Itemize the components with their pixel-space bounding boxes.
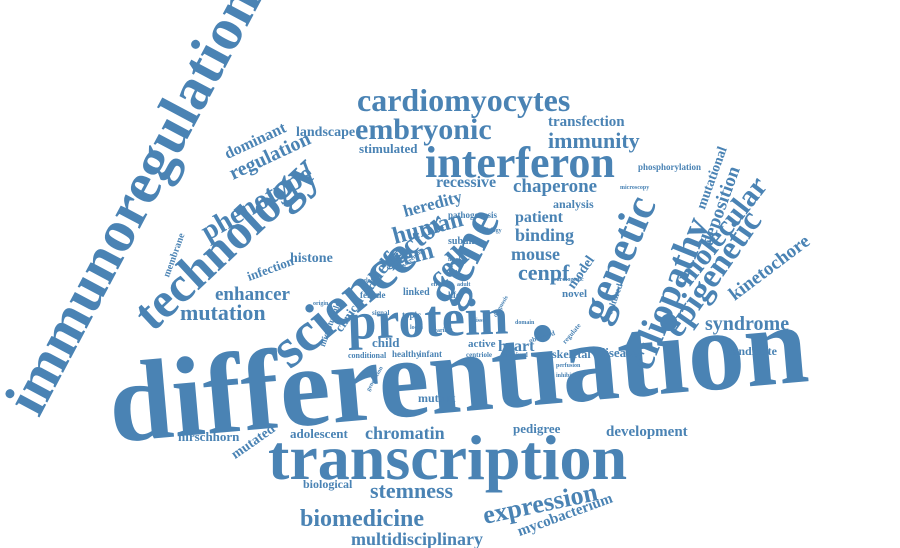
word-enhancer: enhancer: [215, 284, 290, 306]
word-effect: effect: [431, 282, 445, 289]
word-novel: novel: [562, 287, 588, 300]
word-linked: linked: [403, 286, 430, 298]
word-mutation: mutation: [180, 299, 266, 325]
word-chromatin: chromatin: [365, 423, 445, 444]
word-chaperone: chaperone: [513, 176, 598, 198]
word-candidate: candidate: [727, 344, 778, 359]
word-female: female: [360, 289, 386, 300]
word-cenpf: cenpf: [518, 259, 570, 285]
word-pedigree: pedigree: [513, 421, 561, 437]
word-child: child: [372, 335, 400, 351]
word-mouse: mouse: [511, 244, 560, 265]
word-centriole: centriole: [466, 351, 493, 360]
word-stemness: stemness: [370, 477, 454, 503]
word-biological: biological: [303, 477, 353, 492]
word-skeletal: skeletal: [552, 347, 591, 362]
word-tissue: tissue: [474, 318, 489, 325]
word-healthy: healthy: [392, 348, 421, 359]
word-domain: domain: [515, 320, 535, 327]
word-required: required: [502, 351, 528, 360]
word-pathogenesis: pathogenesis: [448, 209, 498, 220]
word-multidisciplinary: multidisciplinary: [351, 529, 484, 548]
word-adult: adult: [457, 282, 471, 289]
word-perfusion: perfusion: [556, 363, 581, 370]
word-cardiomyocytes: cardiomyocytes: [357, 81, 571, 118]
word-landscape: landscape: [296, 124, 356, 140]
word-stimulated: stimulated: [359, 141, 418, 157]
word-infant: infant: [419, 348, 443, 359]
word-microscopy: microscopy: [620, 185, 650, 192]
word-biomedicine: biomedicine: [300, 506, 424, 533]
word-embryonic: embryonic: [355, 113, 492, 147]
word-disease: disease: [598, 345, 637, 361]
word-biology: biology: [483, 228, 502, 235]
word-subunit: subunit: [448, 235, 481, 247]
word-active: active: [468, 337, 496, 350]
word-syndrome: syndrome: [705, 312, 790, 335]
word-recessive: recessive: [436, 173, 497, 191]
word-cardiogenic: cardiogenic: [554, 277, 584, 284]
word-hirschhorn: hirschhorn: [178, 429, 240, 445]
word-origin: origin: [313, 301, 329, 308]
word-infection: infection: [245, 253, 296, 285]
word-mutant: mutant: [418, 391, 456, 406]
word-transfection: transfection: [548, 113, 625, 130]
word-adolescent: adolescent: [290, 426, 348, 442]
word-heart: heart: [498, 337, 535, 355]
word-inhibiting: inhibiting: [556, 373, 582, 380]
word-conditional: conditional: [348, 351, 387, 361]
word-topic: topic: [402, 309, 421, 320]
word-selected: selected: [361, 278, 381, 285]
word-phosphorylation: phosphorylation: [638, 161, 702, 172]
word-signal: signal: [372, 309, 390, 318]
word-locus: locus: [410, 325, 424, 332]
word-marker: marker: [448, 257, 468, 264]
word-interferon: interferon: [425, 137, 615, 187]
word-transcription: transcription: [268, 421, 628, 493]
word-immunity: immunity: [548, 127, 640, 153]
word-patient: patient: [515, 208, 563, 226]
word-variant: variant: [434, 328, 453, 335]
word-development: development: [606, 423, 688, 440]
word-life: life: [448, 289, 460, 300]
word-analysis: analysis: [553, 197, 594, 212]
word-binding: binding: [515, 225, 575, 246]
word-histone: histone: [290, 250, 333, 266]
